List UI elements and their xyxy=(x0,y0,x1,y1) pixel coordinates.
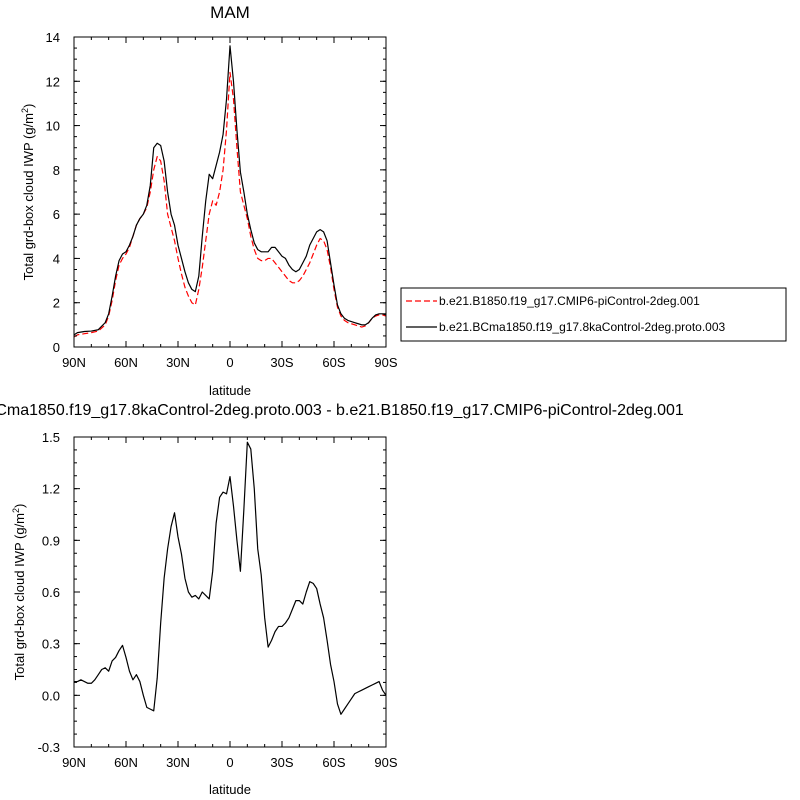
chart-top-ylabel: Total grd-box cloud IWP (g/m2) xyxy=(20,104,36,281)
legend-box xyxy=(400,287,787,342)
top-ytick-label: 10 xyxy=(46,119,60,134)
bot-ytick-label: 0.6 xyxy=(42,585,60,600)
bot-ytick-label: 0.0 xyxy=(42,688,60,703)
top-ytick-label: 6 xyxy=(53,207,60,222)
bot-xtick-label: 90S xyxy=(374,755,397,770)
top-series-0-line xyxy=(73,71,387,338)
legend-label-8kaControl: b.e21.BCma1850.f19_g17.8kaControl-2deg.p… xyxy=(439,320,726,334)
top-ytick-label: 12 xyxy=(46,74,60,89)
bot-xtick-label: 60N xyxy=(114,755,138,770)
chart-bottom-ylabel-sup: 2 xyxy=(11,508,21,513)
top-xtick-label: 90S xyxy=(374,355,397,370)
bot-xtick-label: 30S xyxy=(270,755,293,770)
bot-ytick-label: 1.5 xyxy=(42,430,60,445)
chart-bottom-frame xyxy=(73,436,387,748)
chart-top-frame xyxy=(73,36,387,348)
bot-ytick-label: -0.3 xyxy=(38,740,60,755)
chart-top-xlabel: latitude xyxy=(209,383,251,398)
bot-xtick-label: 60S xyxy=(322,755,345,770)
bot-ytick-label: 0.3 xyxy=(42,637,60,652)
top-ytick-label: 14 xyxy=(46,30,60,45)
chart-bottom-xlabel: latitude xyxy=(209,782,251,797)
top-xtick-label: 60N xyxy=(114,355,138,370)
top-ytick-label: 8 xyxy=(53,163,60,178)
top-ytick-label: 0 xyxy=(53,340,60,355)
top-series-1-line xyxy=(73,45,387,336)
top-xtick-label: 30N xyxy=(166,355,190,370)
chart-bottom-title: b.e21.BCma1850.f19_g17.8kaControl-2deg.p… xyxy=(0,402,684,419)
bot-xtick-label: 90N xyxy=(62,755,86,770)
chart-bottom: b.e21.BCma1850.f19_g17.8kaControl-2deg.p… xyxy=(0,402,684,797)
chart-top-title: MAM xyxy=(210,3,250,22)
top-xtick-label: 0 xyxy=(226,355,233,370)
bot-ytick-label: 0.9 xyxy=(42,533,60,548)
chart-top-legend: b.e21.B1850.f19_g17.CMIP6-piControl-2deg… xyxy=(400,287,787,342)
top-ytick-label: 2 xyxy=(53,296,60,311)
top-xtick-label: 60S xyxy=(322,355,345,370)
bot-xtick-label: 0 xyxy=(226,755,233,770)
chart-bottom-ylabel-close: ) xyxy=(12,504,27,508)
top-ytick-label: 4 xyxy=(53,251,60,266)
legend-label-piControl: b.e21.B1850.f19_g17.CMIP6-piControl-2deg… xyxy=(439,294,700,308)
chart-top-ylabel-close: ) xyxy=(21,104,36,108)
chart-top-ylabel-main: Total grd-box cloud IWP (g/m xyxy=(21,113,36,280)
chart-top-ylabel-sup: 2 xyxy=(20,108,30,113)
chart-top: MAM 90N 60N 30N 0 30S 60S 90S 0 2 4 6 8 10 12 14 latit… xyxy=(20,3,787,398)
bot-ytick-label: 1.2 xyxy=(42,482,60,497)
chart-bottom-ylabel-main: Total grd-box cloud IWP (g/m xyxy=(12,513,27,680)
bot-series-0-line xyxy=(74,441,387,715)
top-xtick-label: 90N xyxy=(62,355,86,370)
top-xtick-label: 30S xyxy=(270,355,293,370)
bot-xtick-label: 30N xyxy=(166,755,190,770)
chart-bottom-ylabel: Total grd-box cloud IWP (g/m2) xyxy=(11,504,27,681)
